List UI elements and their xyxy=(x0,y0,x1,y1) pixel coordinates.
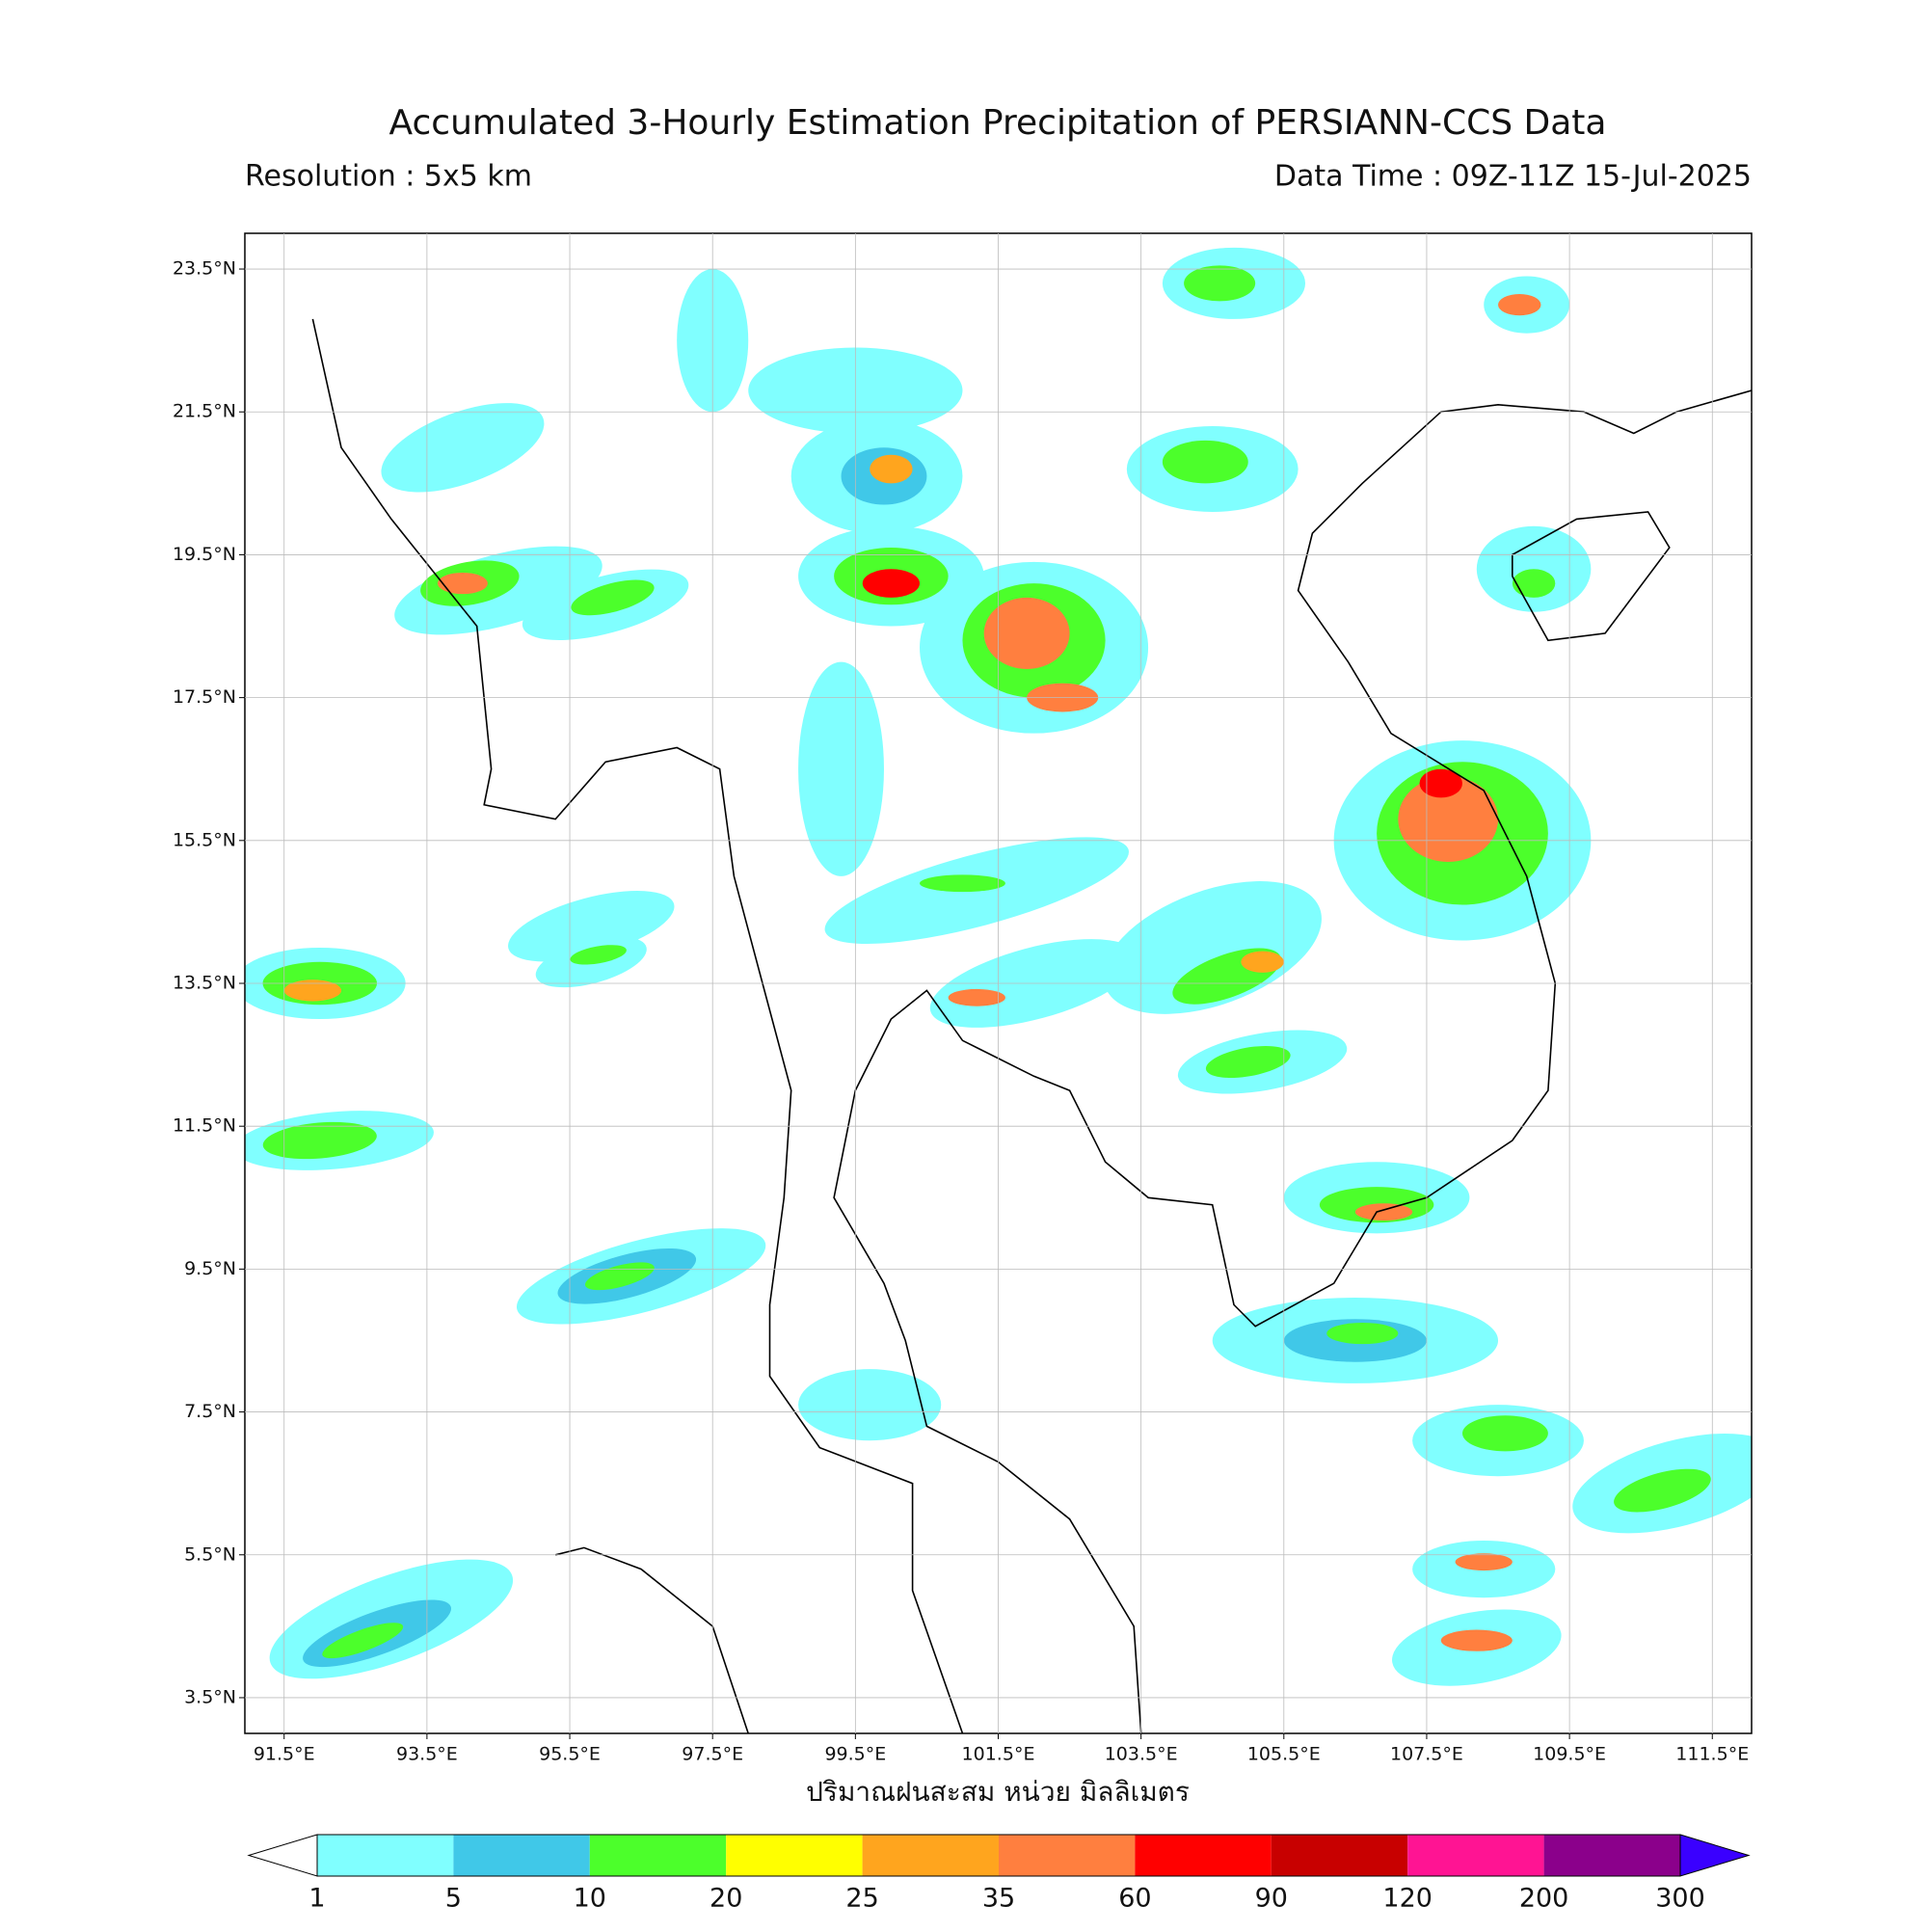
coastline xyxy=(1512,511,1671,642)
precip-blob xyxy=(283,979,342,1002)
colorbar-segment xyxy=(1271,1835,1408,1876)
y-tick-label: 19.5°N xyxy=(173,544,236,565)
colorbar-segment xyxy=(862,1835,999,1876)
x-tick-label: 95.5°E xyxy=(539,1744,601,1765)
precip-blob xyxy=(1512,569,1556,598)
colorbar-label: 20 xyxy=(710,1884,742,1914)
precip-blob xyxy=(381,403,545,493)
colorbar-label: 5 xyxy=(445,1884,462,1914)
precip-blob xyxy=(1498,293,1541,316)
colorbar-outline xyxy=(316,1834,1681,1877)
precip-blob xyxy=(570,945,627,965)
x-axis-label: ปริมาณฝนสะสม หน่วย มิลลิเมตร xyxy=(806,1776,1190,1808)
precip-blob xyxy=(1461,1415,1548,1452)
colorbar-label: 35 xyxy=(982,1884,1015,1914)
colorbar-label: 300 xyxy=(1655,1884,1705,1914)
precip-blob xyxy=(798,1369,942,1441)
precip-blob xyxy=(862,569,921,598)
precip-blob xyxy=(948,988,1005,1006)
y-tick-label: 15.5°N xyxy=(173,829,236,850)
y-tick-label: 5.5°N xyxy=(184,1543,236,1565)
x-tick-label: 111.5°E xyxy=(1675,1744,1749,1765)
colorbar-under xyxy=(247,1834,318,1877)
precip-blob xyxy=(1354,1203,1413,1221)
colorbar-segment xyxy=(726,1835,863,1876)
y-tick-label: 7.5°N xyxy=(184,1401,236,1422)
coastline xyxy=(555,1546,749,1733)
x-tick-label: 91.5°E xyxy=(254,1744,315,1765)
y-tick-label: 3.5°N xyxy=(184,1686,236,1707)
precip-blob xyxy=(1103,881,1322,1014)
precip-blob xyxy=(571,579,655,616)
precip-blob xyxy=(920,874,1005,893)
precip-blob xyxy=(870,454,913,484)
precip-blob xyxy=(262,1121,377,1160)
colorbar-label: 10 xyxy=(574,1884,606,1914)
colorbar-segment xyxy=(317,1835,454,1876)
colorbar-label: 90 xyxy=(1255,1884,1288,1914)
x-tick-label: 97.5°E xyxy=(682,1744,743,1765)
title: Accumulated 3-Hourly Estimation Precipit… xyxy=(389,103,1607,143)
precip-blob xyxy=(798,661,884,876)
subtitle-right: Data Time : 09Z-11Z 15-Jul-2025 xyxy=(1274,160,1752,194)
precip-blob xyxy=(983,597,1070,669)
y-tick-label: 23.5°N xyxy=(173,258,236,280)
y-tick-label: 11.5°N xyxy=(173,1115,236,1137)
colorbar-segment xyxy=(1135,1835,1272,1876)
colorbar-label: 200 xyxy=(1519,1884,1569,1914)
x-tick-label: 105.5°E xyxy=(1247,1744,1321,1765)
precip-blob xyxy=(1205,1045,1291,1079)
x-tick-label: 107.5°E xyxy=(1390,1744,1463,1765)
coastline xyxy=(311,318,964,1733)
precip-blob xyxy=(1162,440,1248,484)
y-tick-label: 13.5°N xyxy=(173,973,236,994)
x-tick-label: 103.5°E xyxy=(1105,1744,1178,1765)
precip-blob xyxy=(1326,1322,1399,1345)
precip-blob xyxy=(1419,768,1462,798)
colorbar-label: 25 xyxy=(845,1884,878,1914)
subtitle-left: Resolution : 5x5 km xyxy=(245,160,532,194)
precip-blob xyxy=(1184,265,1256,302)
colorbar-label: 60 xyxy=(1118,1884,1151,1914)
colorbar-over xyxy=(1679,1834,1751,1877)
colorbar-segment xyxy=(453,1835,590,1876)
colorbar-segment xyxy=(1543,1835,1680,1876)
precip-blob xyxy=(1241,951,1284,973)
precip-blob xyxy=(322,1623,404,1659)
precip-blob xyxy=(1440,1629,1513,1651)
y-tick-label: 17.5°N xyxy=(173,686,236,708)
precip-blob xyxy=(1614,1468,1711,1513)
precip-field xyxy=(245,247,1752,1686)
colorbar-segment xyxy=(1407,1835,1544,1876)
colorbar-segment xyxy=(999,1835,1136,1876)
colorbar-label: 1 xyxy=(308,1884,325,1914)
precip-blob xyxy=(1476,525,1592,612)
x-tick-label: 93.5°E xyxy=(396,1744,458,1765)
y-tick-label: 21.5°N xyxy=(173,401,236,422)
x-tick-label: 101.5°E xyxy=(962,1744,1035,1765)
colorbar-label: 120 xyxy=(1382,1884,1433,1914)
precip-blob xyxy=(438,572,488,595)
y-tick-label: 9.5°N xyxy=(184,1258,236,1279)
colorbar-segment xyxy=(589,1835,727,1876)
x-tick-label: 109.5°E xyxy=(1533,1744,1606,1765)
precip-blob xyxy=(508,890,675,962)
x-tick-label: 99.5°E xyxy=(824,1744,886,1765)
precip-blob xyxy=(1455,1553,1513,1571)
